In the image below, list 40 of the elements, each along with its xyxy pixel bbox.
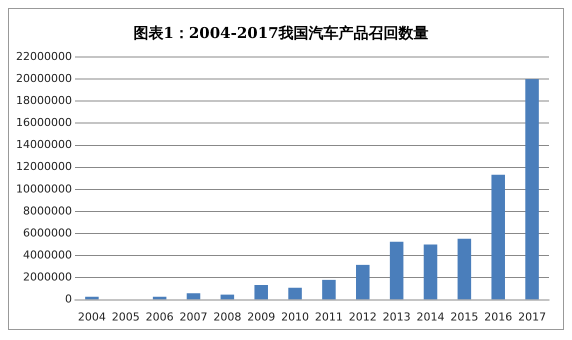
bar	[390, 242, 404, 300]
x-tick-label: 2010	[281, 310, 310, 324]
bar	[458, 238, 472, 300]
chart-title: 图表1：2004-2017我国汽车产品召回数量	[133, 24, 429, 42]
y-tick-label: 2000000	[22, 270, 72, 284]
bar	[424, 244, 438, 300]
y-tick-label: 22000000	[16, 50, 72, 63]
x-tick-label: 2011	[314, 310, 343, 324]
y-tick-label: 14000000	[16, 138, 72, 152]
y-tick-label: 6000000	[22, 226, 72, 240]
x-tick-label: 2016	[484, 310, 512, 324]
bar	[288, 288, 302, 300]
y-tick-label: 20000000	[16, 72, 72, 85]
bar	[254, 285, 268, 300]
bar	[186, 293, 200, 300]
bar	[152, 296, 166, 300]
bar	[525, 79, 539, 300]
y-tick-label: 0	[64, 292, 72, 306]
x-tick-label: 2006	[146, 310, 174, 324]
y-tick-label: 8000000	[22, 204, 72, 218]
x-tick-label: 2012	[348, 310, 377, 324]
bar	[491, 174, 505, 300]
bar	[356, 264, 370, 300]
y-tick-label: 4000000	[22, 248, 72, 262]
x-tick-label: 2009	[247, 310, 276, 324]
y-tick-label: 12000000	[16, 160, 72, 174]
y-tick-label: 18000000	[16, 94, 72, 108]
x-tick-label: 2017	[518, 310, 546, 324]
x-tick-label: 2007	[179, 310, 208, 324]
x-tick-label: 2005	[112, 310, 140, 324]
x-tick-label: 2014	[416, 310, 444, 324]
x-tick-label: 2008	[213, 310, 242, 324]
x-tick-label: 2013	[382, 310, 411, 324]
bar	[220, 294, 234, 300]
x-tick-label: 2004	[78, 310, 106, 324]
y-tick-label: 10000000	[16, 182, 72, 196]
bar	[322, 280, 336, 300]
x-tick-label: 2015	[450, 310, 478, 324]
y-tick-label: 16000000	[16, 116, 72, 130]
bar	[85, 296, 99, 300]
